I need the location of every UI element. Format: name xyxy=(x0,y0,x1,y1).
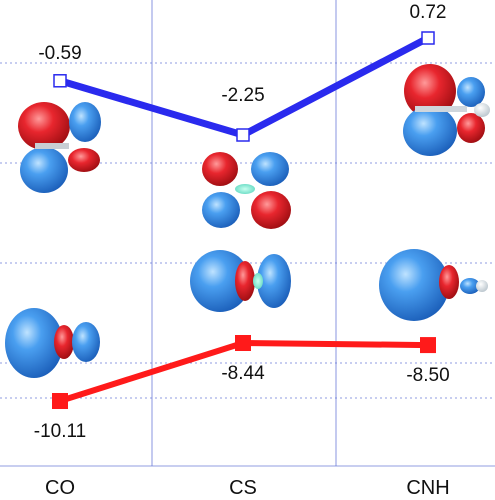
x-tick-label: CS xyxy=(229,477,257,499)
x-tick-label: CO xyxy=(45,477,75,499)
data-label: -8.50 xyxy=(406,365,449,386)
data-label: -2.25 xyxy=(221,85,264,106)
data-label: -0.59 xyxy=(38,43,81,64)
orbital-isosurface-cs-upper xyxy=(202,152,291,229)
data-label: -8.44 xyxy=(221,363,265,384)
data-point-marker xyxy=(236,128,250,142)
data-point-marker xyxy=(53,74,67,88)
orbital-isosurface-co-upper xyxy=(18,102,101,193)
data-point-marker xyxy=(421,31,435,45)
series-layer xyxy=(52,31,436,409)
label-layer: -0.59 -2.25 0.72 -10.11 -8.44 -8.50 xyxy=(34,2,450,442)
plot-grid xyxy=(0,0,495,467)
data-point-marker xyxy=(420,337,436,354)
orbital-isosurface-cnh-upper xyxy=(403,64,490,156)
orbital-isosurface-cnh-middle xyxy=(379,249,488,321)
orbital-isosurface-co-lower xyxy=(5,308,100,378)
data-label: 0.72 xyxy=(410,2,447,23)
data-point-marker xyxy=(52,393,68,409)
x-tick-labels: CO CS CNH xyxy=(45,477,450,499)
data-point-marker xyxy=(235,335,251,351)
data-label: -10.11 xyxy=(34,421,86,442)
orbital-isosurface-cs-middle xyxy=(190,250,291,312)
x-tick-label: CNH xyxy=(406,477,449,499)
